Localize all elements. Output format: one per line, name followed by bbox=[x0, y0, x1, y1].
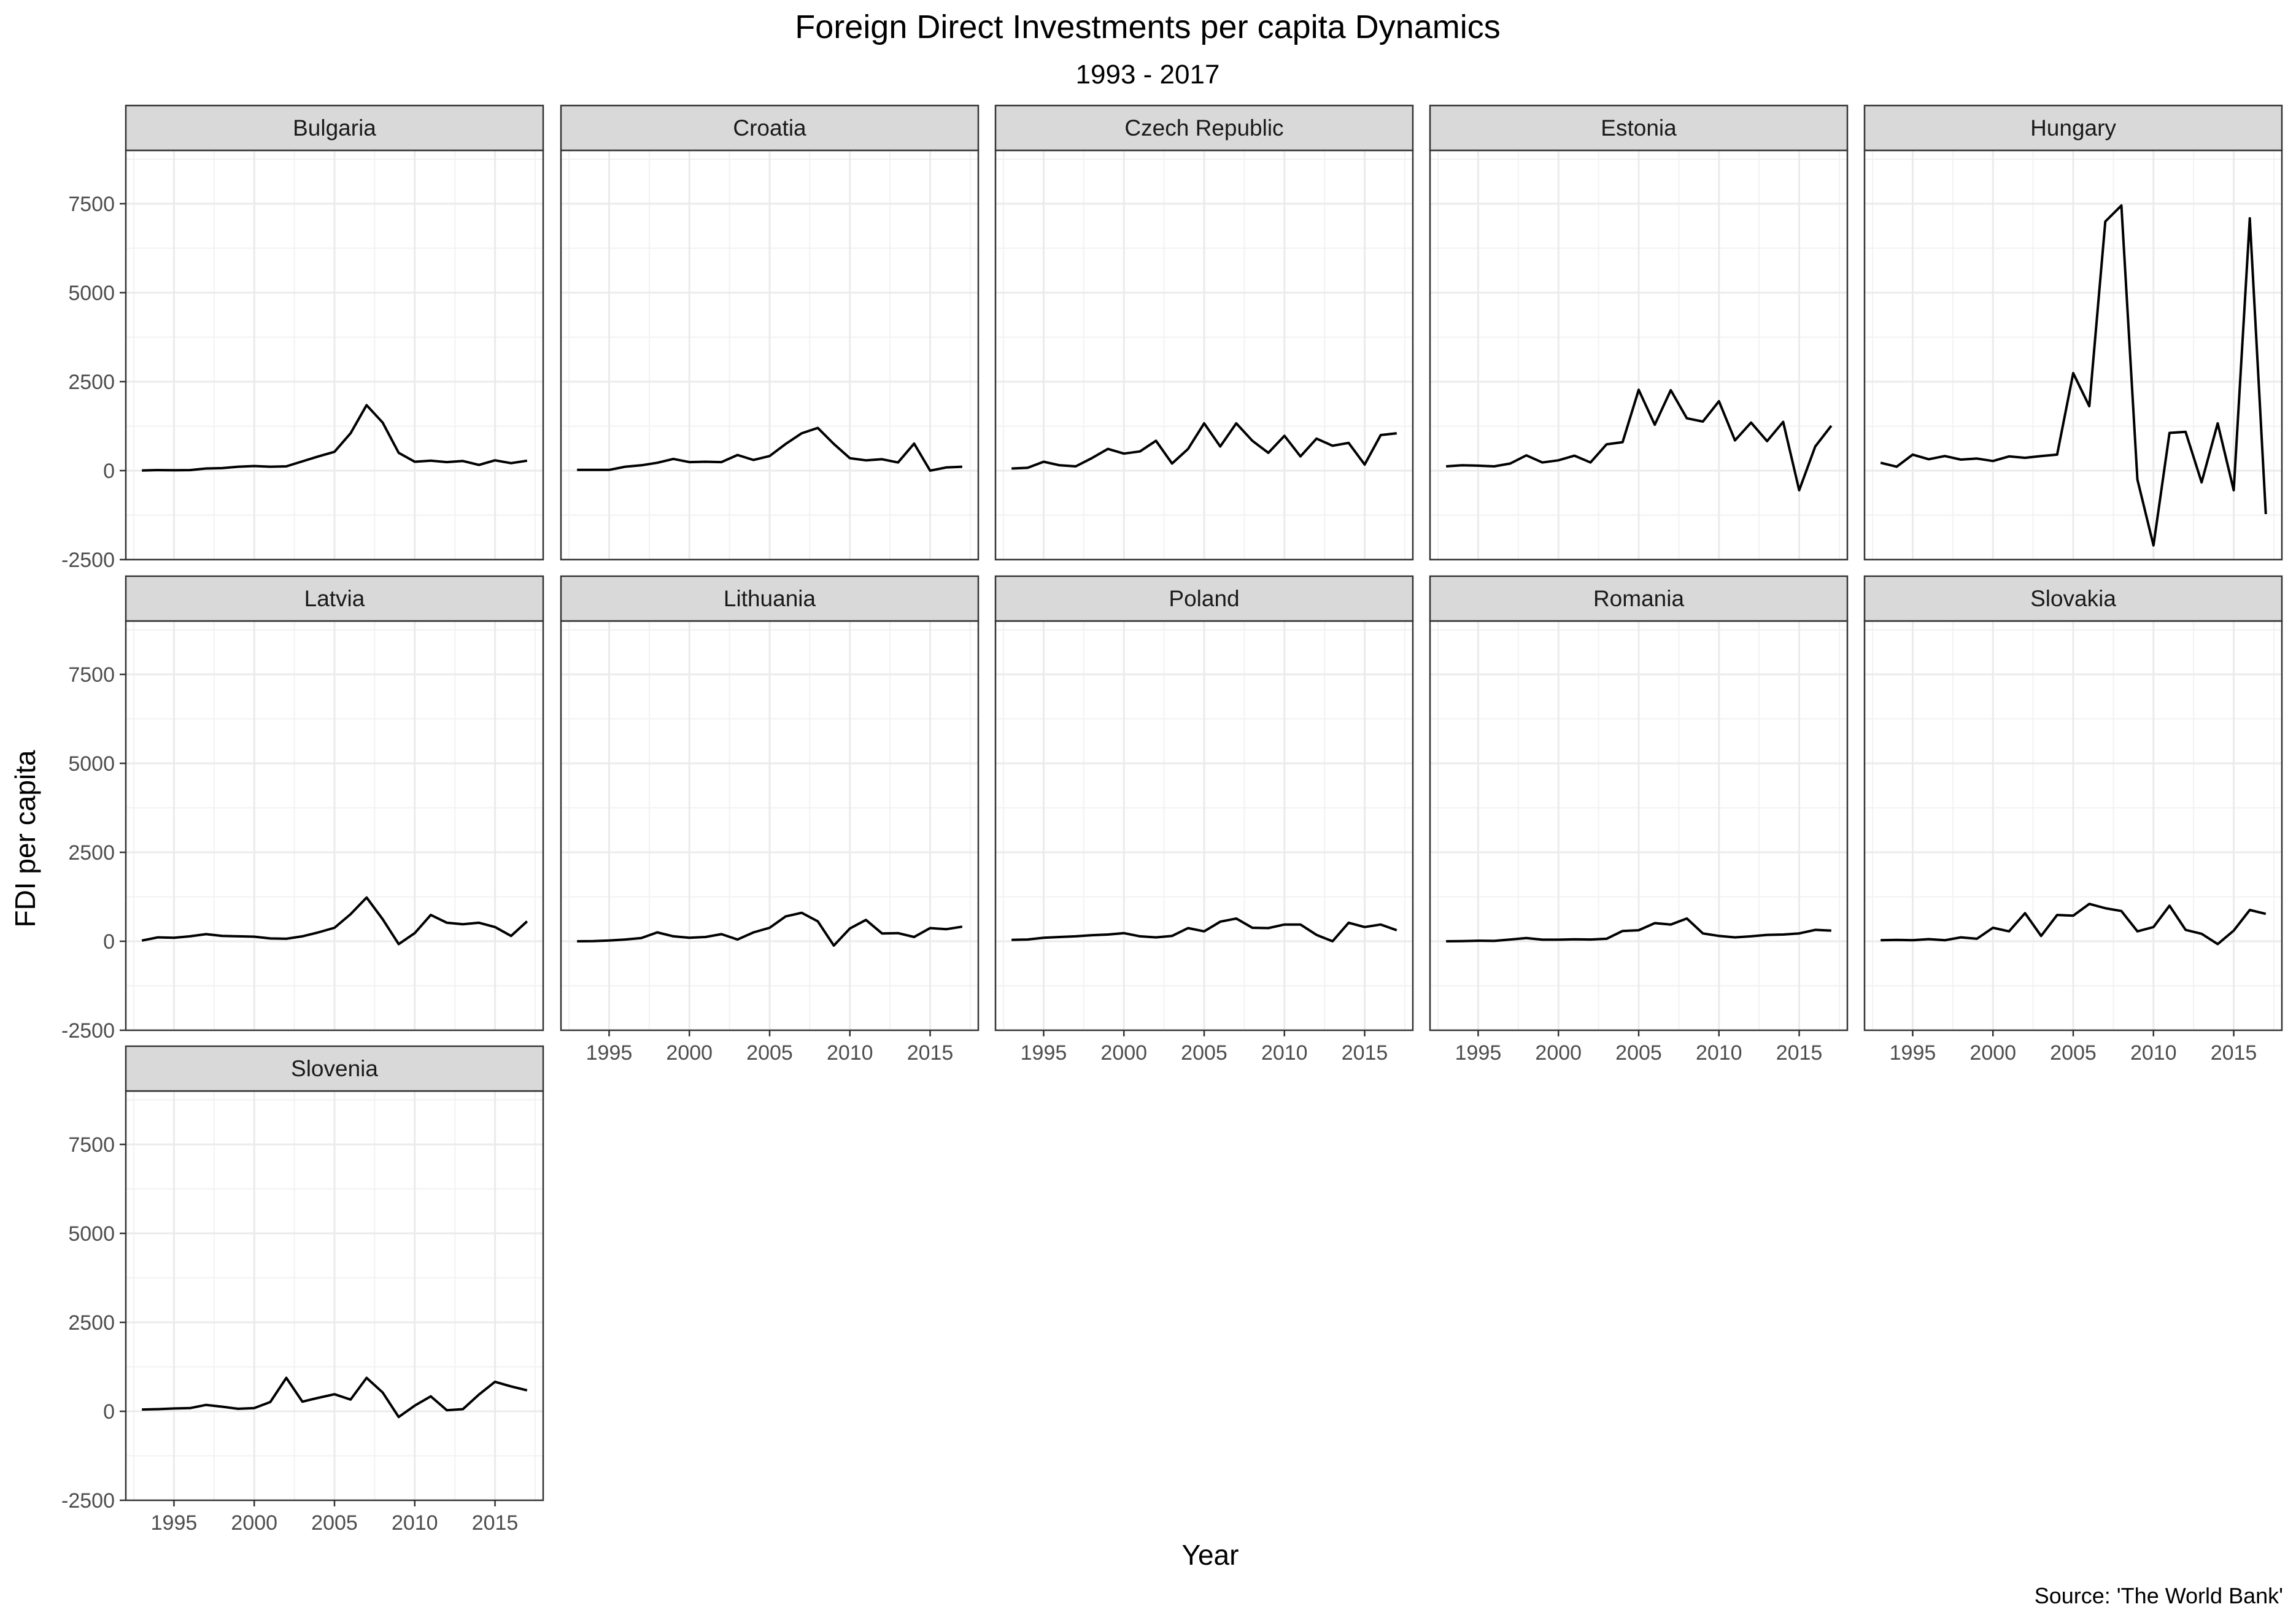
series-line-bulgaria bbox=[142, 404, 528, 472]
y-tick-label: 5000 bbox=[68, 752, 115, 776]
series-line-poland bbox=[1011, 917, 1397, 943]
facet-strip bbox=[560, 575, 980, 622]
x-tick-label: 2000 bbox=[1100, 1041, 1147, 1065]
facet-strip-label: Hungary bbox=[2030, 115, 2116, 141]
facet-slovenia: Slovenia -2500 0 2500 5000 7500 1995 2000 2005 20… bbox=[61, 1045, 544, 1535]
x-tick-label: 2015 bbox=[907, 1041, 954, 1065]
x-tick-label: 2005 bbox=[311, 1511, 358, 1535]
facet-strip-label: Bulgaria bbox=[293, 115, 376, 141]
y-tick-label: 5000 bbox=[68, 282, 115, 305]
x-tick-label: 1995 bbox=[586, 1041, 633, 1065]
y-tick-label: 2500 bbox=[68, 371, 115, 394]
x-tick-label: 2010 bbox=[392, 1511, 438, 1535]
facet-bulgaria: Bulgaria -2500 0 2500 5000 7500 bbox=[61, 104, 544, 572]
y-tick-label: 7500 bbox=[68, 1133, 115, 1157]
y-tick-label: -2500 bbox=[61, 549, 115, 572]
x-tick-label: 2010 bbox=[1696, 1041, 1742, 1065]
facet-strip bbox=[125, 575, 544, 622]
x-tick-label: 2000 bbox=[1969, 1041, 2016, 1065]
x-tick-label: 2000 bbox=[666, 1041, 713, 1065]
y-tick-label: 0 bbox=[103, 460, 115, 483]
x-tick-label: 2000 bbox=[1535, 1041, 1582, 1065]
x-tick-label: 2015 bbox=[1342, 1041, 1388, 1065]
facet-strip-label: Slovenia bbox=[291, 1056, 378, 1081]
y-tick-label: 0 bbox=[103, 930, 115, 954]
x-tick-label: 2005 bbox=[2050, 1041, 2097, 1065]
facet-strip-label: Slovakia bbox=[2030, 586, 2116, 611]
facet-strip bbox=[994, 104, 1414, 152]
y-tick-label: 2500 bbox=[68, 1311, 115, 1335]
series-line-lithuania bbox=[577, 911, 963, 947]
facet-strip bbox=[125, 104, 544, 152]
facet-strip bbox=[560, 104, 980, 152]
facet-slovakia: Slovakia 1995 2000 2005 2010 2015 bbox=[1863, 575, 2283, 1065]
x-tick-label: 2010 bbox=[1261, 1041, 1308, 1065]
x-tick-label: 2005 bbox=[746, 1041, 793, 1065]
x-axis-title: Year bbox=[1182, 1539, 1239, 1571]
facet-strip-label: Croatia bbox=[733, 115, 806, 141]
x-tick-label: 2015 bbox=[2211, 1041, 2257, 1065]
facet-strip-label: Poland bbox=[1169, 586, 1239, 611]
series-line-croatia bbox=[577, 426, 962, 472]
facet-strip-label: Romania bbox=[1593, 586, 1684, 611]
x-tick-label: 1995 bbox=[1890, 1041, 1936, 1065]
x-tick-label: 2005 bbox=[1615, 1041, 1662, 1065]
facet-hungary: Hungary bbox=[1863, 104, 2283, 561]
x-tick-label: 2010 bbox=[2130, 1041, 2177, 1065]
y-tick-label: 7500 bbox=[68, 193, 115, 216]
x-tick-label: 1995 bbox=[151, 1511, 198, 1535]
x-tick-label: 1995 bbox=[1021, 1041, 1067, 1065]
series-line-hungary bbox=[1880, 204, 2267, 547]
y-tick-label: 0 bbox=[103, 1400, 115, 1424]
facet-strip bbox=[1429, 575, 1849, 622]
facet-strip bbox=[1429, 104, 1849, 152]
x-tick-label: 2010 bbox=[827, 1041, 873, 1065]
facet-czech-republic: Czech Republic bbox=[994, 104, 1414, 561]
facet-strip-label: Latvia bbox=[304, 586, 365, 611]
facet-strip bbox=[1863, 575, 2283, 622]
facet-poland: Poland 1995 2000 2005 2010 2015 bbox=[994, 575, 1414, 1065]
series-line-slovakia bbox=[1880, 903, 2267, 946]
facet-strip-label: Estonia bbox=[1601, 115, 1677, 141]
y-tick-label: -2500 bbox=[61, 1489, 115, 1513]
series-line-latvia bbox=[141, 896, 528, 946]
facet-strip bbox=[994, 575, 1414, 622]
x-tick-label: 2000 bbox=[231, 1511, 277, 1535]
facet-latvia: Latvia -2500 0 2500 5000 7500 bbox=[61, 575, 544, 1043]
series-line-romania bbox=[1446, 917, 1831, 943]
facet-croatia: Croatia bbox=[560, 104, 980, 561]
facet-estonia: Estonia bbox=[1429, 104, 1849, 561]
y-tick-label: 2500 bbox=[68, 841, 115, 865]
y-axis-title: FDI per capita bbox=[9, 750, 41, 927]
facet-romania: Romania 1995 2000 2005 2010 2015 bbox=[1429, 575, 1849, 1065]
source-caption: Source: 'The World Bank' bbox=[2035, 1583, 2283, 1608]
x-tick-label: 1995 bbox=[1455, 1041, 1502, 1065]
chart-subtitle: 1993 - 2017 bbox=[1076, 60, 1220, 90]
x-tick-label: 2005 bbox=[1181, 1041, 1227, 1065]
series-line-estonia bbox=[1446, 388, 1833, 492]
y-tick-label: 7500 bbox=[68, 663, 115, 687]
y-tick-label: -2500 bbox=[61, 1019, 115, 1043]
x-tick-label: 2015 bbox=[472, 1511, 519, 1535]
facet-panels: Bulgaria -2500 0 2500 5000 7500 Croatia Czech R… bbox=[61, 104, 2283, 1535]
chart-title: Foreign Direct Investments per capita Dy… bbox=[795, 9, 1500, 45]
series-line-czech-republic bbox=[1011, 422, 1397, 470]
y-tick-label: 5000 bbox=[68, 1222, 115, 1246]
facet-strip-label: Lithuania bbox=[724, 586, 816, 611]
facet-strip-label: Czech Republic bbox=[1124, 115, 1283, 141]
facet-lithuania: Lithuania 1995 2000 2005 2010 2015 bbox=[560, 575, 980, 1065]
facet-strip bbox=[1863, 104, 2283, 152]
x-tick-label: 2015 bbox=[1776, 1041, 1823, 1065]
series-line-slovenia bbox=[142, 1376, 528, 1419]
facet-strip bbox=[125, 1045, 544, 1092]
